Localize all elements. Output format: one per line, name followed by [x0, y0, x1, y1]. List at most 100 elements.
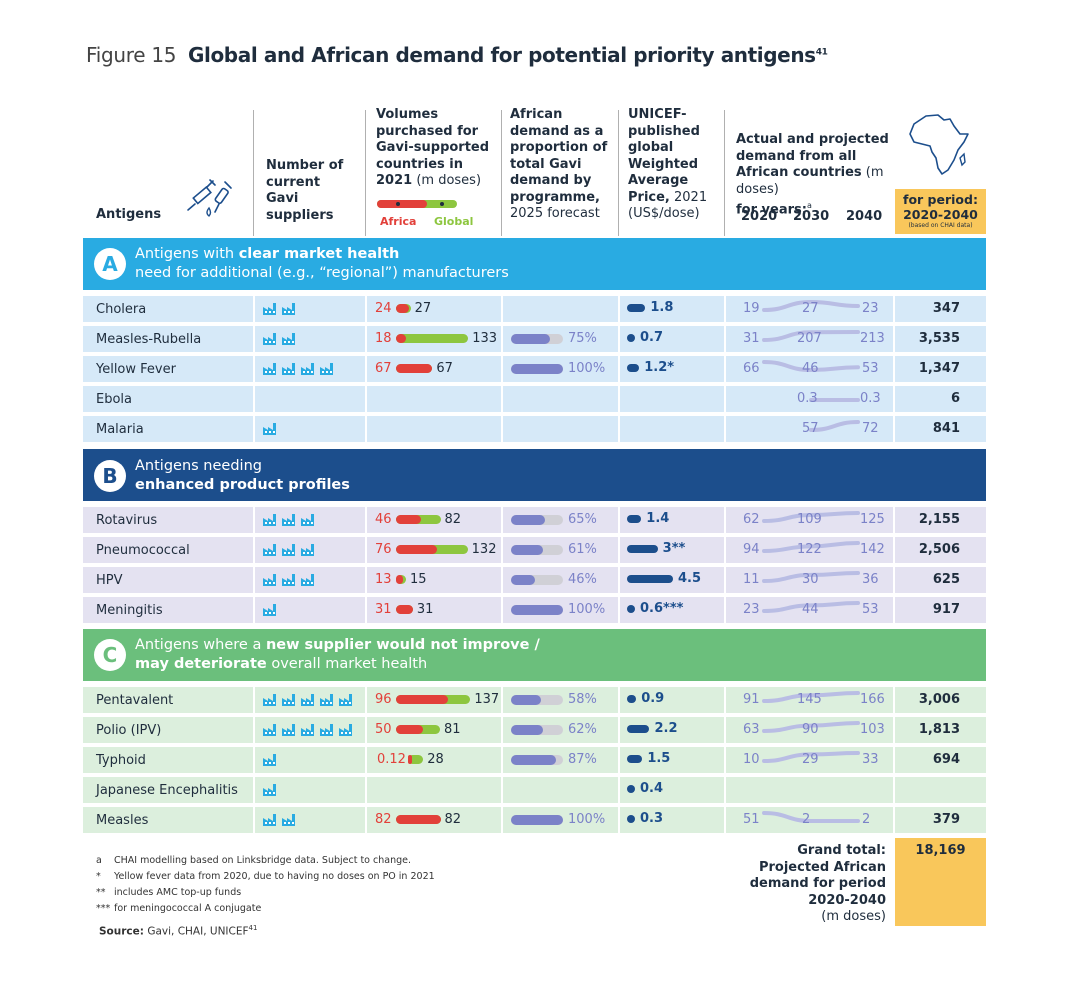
figure-title: Global and African demand for potential … — [188, 43, 828, 67]
trend-sparkline — [762, 541, 860, 553]
period-header-line1: for period: — [903, 192, 978, 207]
factory-icon — [263, 694, 276, 706]
share-label: 100% — [568, 812, 606, 827]
demand-2040-label: 33 — [862, 752, 879, 767]
demand-2040-label: 125 — [860, 512, 885, 527]
price-label: 1.4 — [646, 511, 670, 526]
factory-icon — [282, 694, 295, 706]
table-cell — [367, 597, 501, 623]
header-year-2040: 2040 — [846, 209, 883, 224]
factory-icon — [263, 423, 276, 435]
factory-icon — [282, 724, 295, 736]
global-volume-label: 81 — [443, 722, 461, 737]
header-years-sup: a — [806, 201, 812, 210]
header-projected-unit: (m doses) — [736, 165, 884, 197]
price-bar — [627, 304, 646, 312]
grand-total-label5: (m doses) — [821, 909, 886, 924]
footnote-2star-text: includes AMC top-up funds — [114, 887, 242, 898]
demand-2040-label: 142 — [860, 542, 885, 557]
share-label: 100% — [568, 602, 606, 617]
footnote-a: a CHAI modelling based on Linksbridge dat… — [96, 853, 435, 869]
share-bar — [511, 515, 545, 525]
factory-icon — [263, 544, 276, 556]
price-bar — [627, 545, 658, 553]
table-cell — [83, 567, 253, 593]
global-volume-bar — [396, 334, 469, 343]
figure-title-text: Global and African demand for potential … — [188, 43, 816, 67]
table-cell — [367, 296, 501, 322]
africa-volume-label: 96 — [375, 692, 392, 707]
legend-global-dot — [440, 202, 444, 206]
table-cell — [83, 717, 253, 743]
header-year-2020: 2020 — [741, 209, 778, 224]
trend-sparkline — [762, 571, 860, 583]
demand-2030-label: 145 — [797, 692, 822, 707]
group-text-a: Antigens with clear market health need fo… — [135, 245, 509, 283]
table-row: Meningitis 31 31 100% 0.6*** 23 44 53 917 — [0, 597, 1080, 623]
footnote-a-text: CHAI modelling based on Linksbridge data… — [114, 855, 411, 866]
table-cell — [726, 507, 893, 533]
factory-icon — [282, 544, 295, 556]
table-row: HPV 13 15 46% 4.5 11 30 36 625 — [0, 567, 1080, 593]
demand-2020-label: 19 — [743, 301, 760, 316]
table-cell — [367, 747, 501, 773]
grand-total-box: 18,169 — [895, 838, 986, 926]
period-header-box: for period: 2020-2040 (based on CHAI dat… — [895, 189, 986, 234]
period-header-note: (based on CHAI data) — [908, 222, 973, 229]
trend-sparkline — [762, 360, 860, 373]
demand-2020-label: 10 — [743, 752, 760, 767]
table-cell — [83, 296, 253, 322]
group-c-line2: overall market health — [266, 656, 428, 672]
demand-2020-label: 94 — [743, 542, 760, 557]
header-african-share-rest: 2025 forecast — [510, 206, 600, 221]
factory-icon — [320, 363, 333, 375]
demand-2020-label: 62 — [743, 512, 760, 527]
price-label: 0.6*** — [640, 601, 684, 616]
africa-volume-bar — [396, 545, 438, 554]
factory-icon — [282, 363, 295, 375]
price-bar — [627, 605, 635, 613]
period-total-label: 3,535 — [918, 331, 960, 346]
africa-volume-bar — [396, 695, 449, 704]
figure-label: Figure 15 — [86, 43, 177, 67]
antigen-name: Pneumococcal — [96, 543, 190, 558]
group-letter-b: B — [94, 460, 126, 492]
price-label: 4.5 — [678, 571, 702, 586]
africa-volume-label: 31 — [375, 602, 392, 617]
factory-icon — [282, 574, 295, 586]
factory-icon — [301, 724, 314, 736]
demand-2020-label: 31 — [743, 331, 760, 346]
table-cell — [895, 296, 986, 322]
table-row: Malaria 57 72 841 — [0, 416, 1080, 442]
period-total-label: 917 — [932, 602, 960, 617]
demand-2040-label: 213 — [860, 331, 885, 346]
group-a-line2: need for additional (e.g., “regional”) m… — [135, 265, 509, 281]
period-total-label: 6 — [950, 391, 960, 406]
demand-2020-label: 11 — [743, 572, 760, 587]
share-bar — [511, 575, 535, 585]
period-header-line2: 2020-2040 — [903, 207, 978, 222]
share-label: 61% — [568, 542, 597, 557]
table-cell — [620, 597, 724, 623]
header-divider-4 — [618, 110, 619, 236]
table-cell — [726, 567, 893, 593]
antigen-name: Japanese Encephalitis — [96, 783, 238, 798]
antigen-name: Ebola — [96, 392, 132, 407]
factory-icon — [320, 694, 333, 706]
table-cell — [895, 717, 986, 743]
table-row: Measles 82 82 100% 0.3 51 2 2 379 — [0, 807, 1080, 833]
period-total-label: 347 — [932, 301, 960, 316]
trend-sparkline — [762, 751, 860, 763]
period-total-label: 1,347 — [918, 361, 960, 376]
header-divider-3 — [501, 110, 502, 236]
price-bar — [627, 334, 635, 342]
header-african-share-bold: African demand as a proportion of total … — [510, 107, 608, 205]
header-projected: Actual and projected demand from all Afr… — [736, 132, 906, 219]
header-unicef-bold: UNICEF-published global Weighted Average… — [628, 107, 700, 205]
factory-icon — [263, 333, 276, 345]
footnote-2star: ** includes AMC top-up funds — [96, 885, 435, 901]
price-bar — [627, 755, 643, 763]
grand-total-value: 18,169 — [915, 843, 966, 858]
africa-volume-bar — [396, 304, 410, 313]
africa-volume-label: 50 — [375, 722, 392, 737]
